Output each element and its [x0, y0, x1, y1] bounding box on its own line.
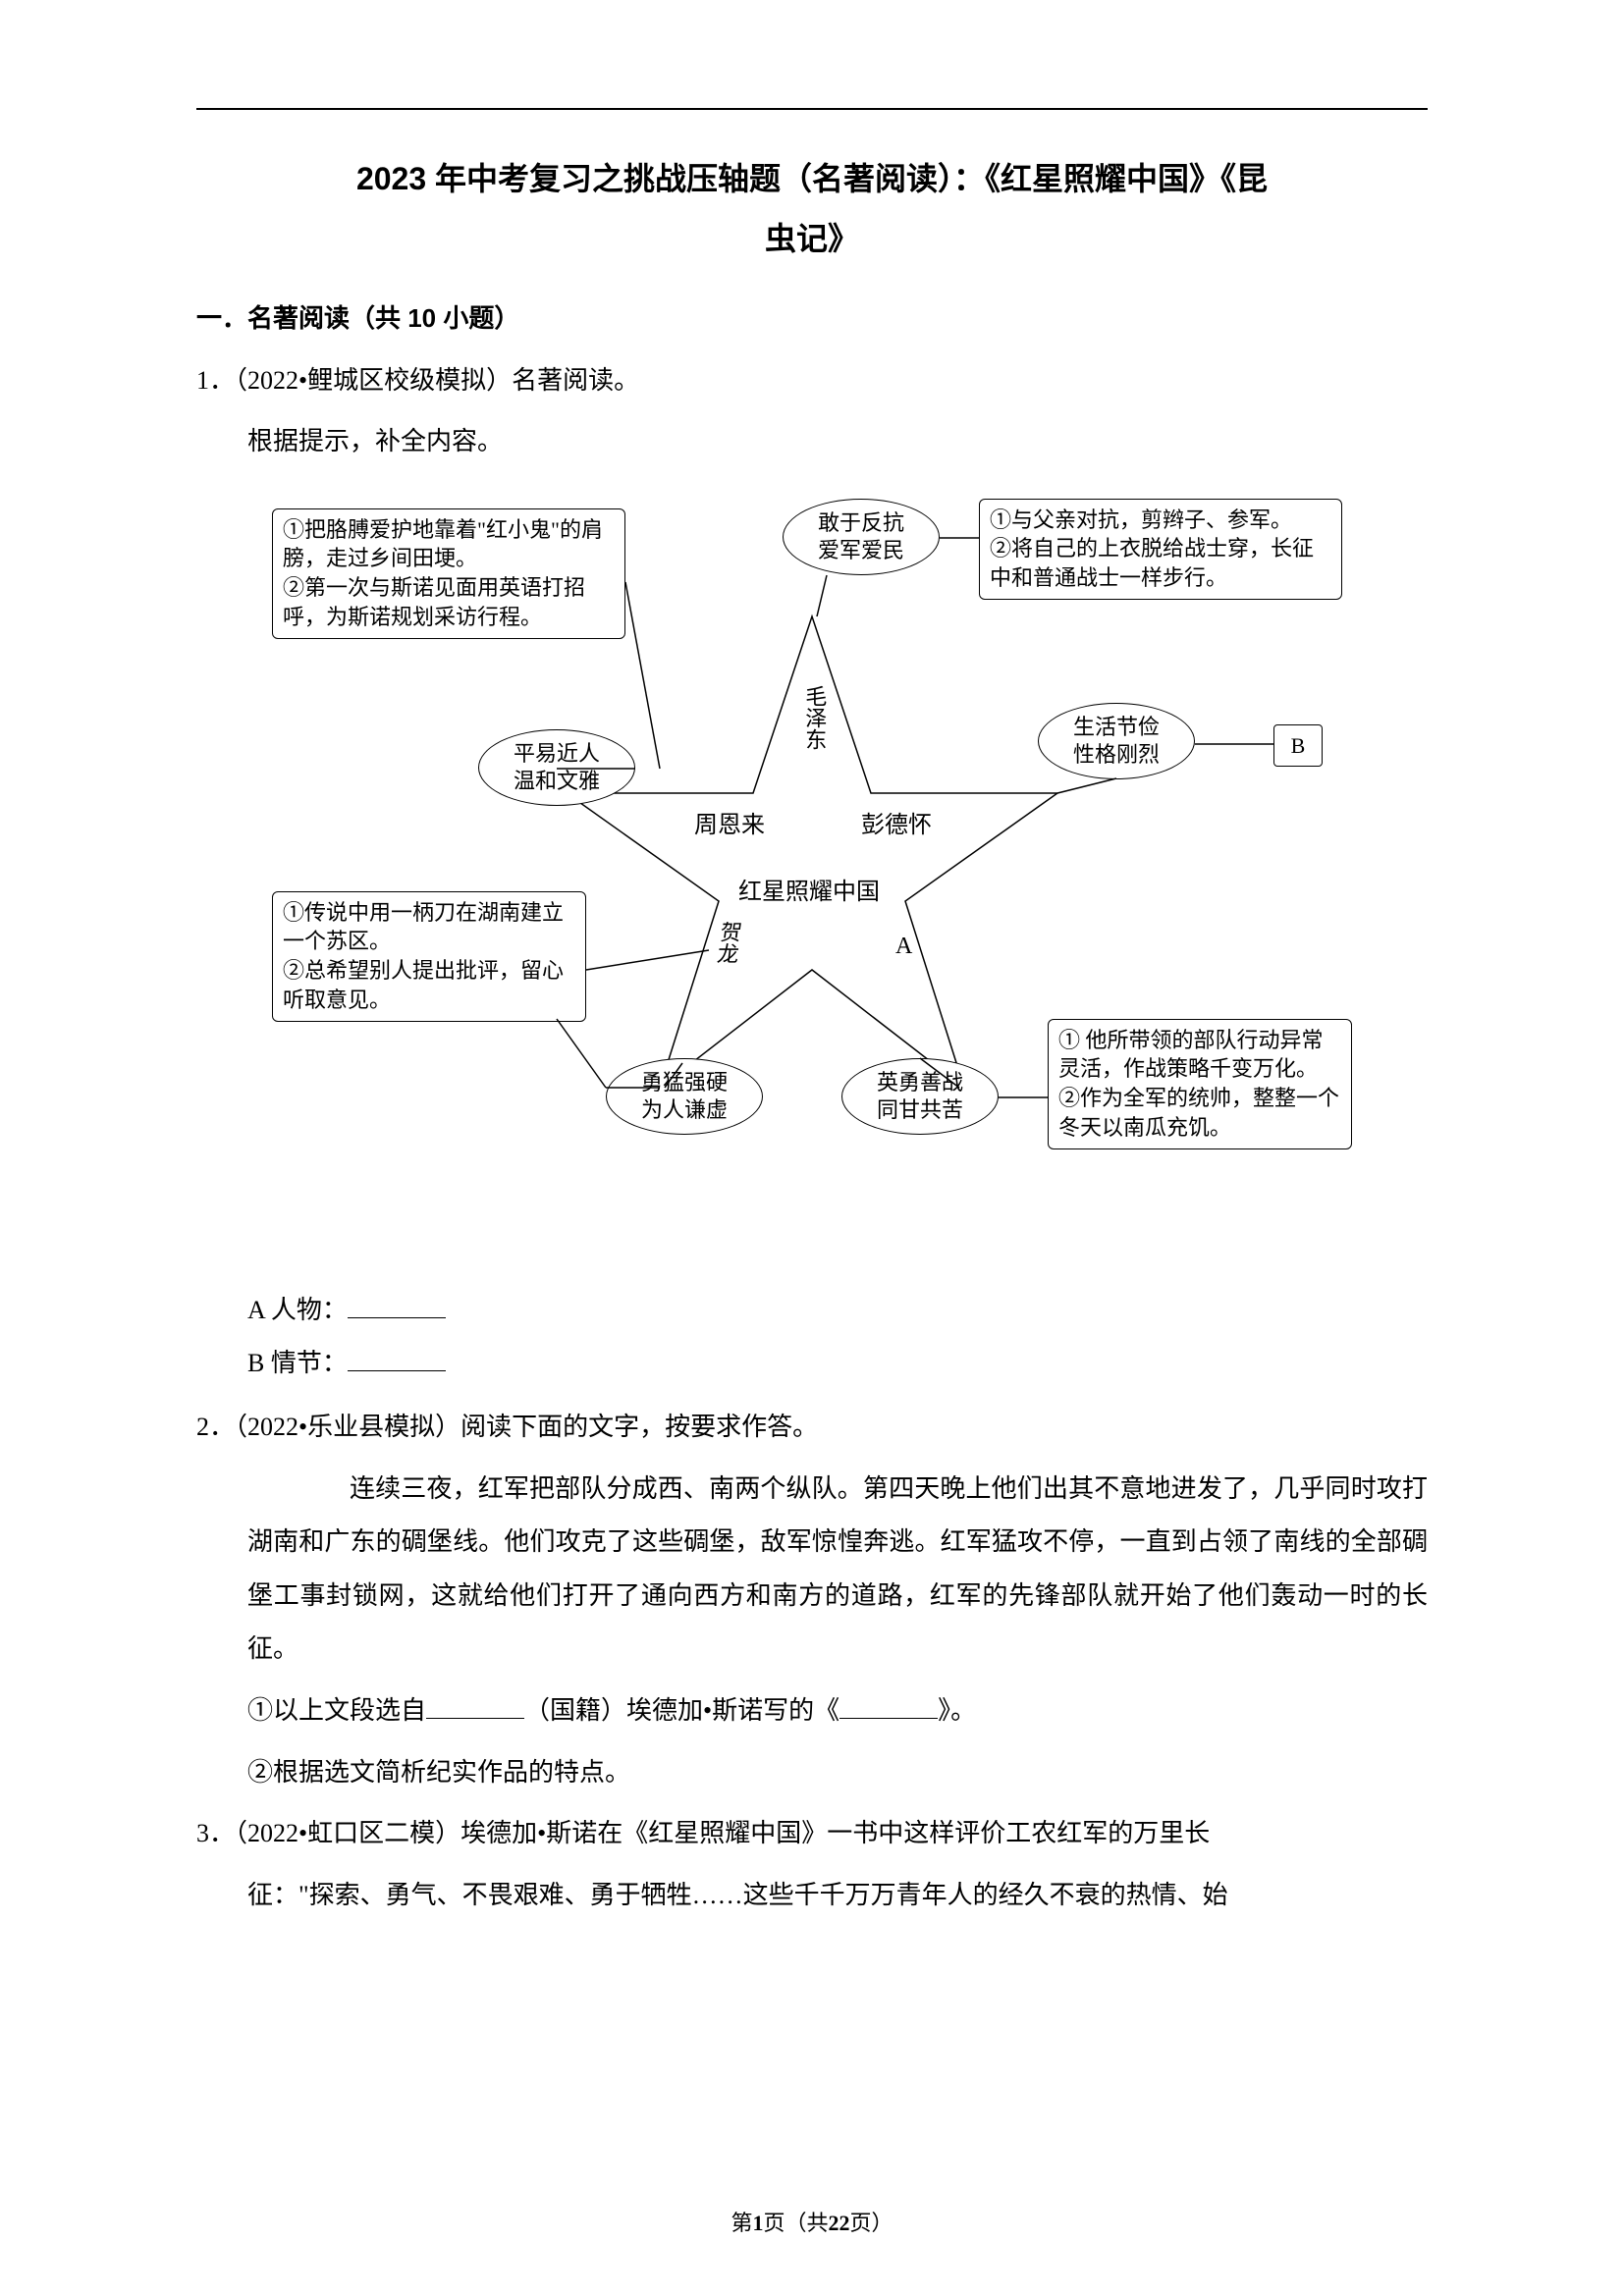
q3-prefix: 3．（2022•虹口区二模）埃德加•斯诺在《红星照耀中国》一书中这样评价工农红军…: [196, 1807, 1428, 1861]
page-footer: 第1页（共22页）: [0, 2206, 1624, 2237]
footer-b: 页（共: [763, 2211, 828, 2235]
q2-passage: 连续三夜，红军把部队分成西、南两个纵队。第四天晚上他们出其不意地进发了，几乎同时…: [196, 1463, 1428, 1677]
q2-sub1-a: ①以上文段选自: [247, 1684, 426, 1738]
footer-c: 页）: [850, 2211, 893, 2235]
q1-answer-b-label: B 情节：: [247, 1349, 348, 1377]
section-heading: 一．名著阅读（共 10 小题）: [196, 298, 1428, 335]
top-divider: [196, 108, 1428, 110]
blank-line: [839, 1693, 938, 1719]
q1-answer-a-label: A 人物：: [247, 1296, 348, 1324]
title-line-2: 虫记》: [765, 221, 859, 256]
q2-sub1-c: 》。: [938, 1696, 976, 1725]
mind-map-diagram: 红星照耀中国 毛泽东 周恩来 彭德怀 贺龙 A B ①把胳膊爱护地靠着"红小鬼"…: [272, 489, 1352, 1255]
blank-line: [348, 1293, 446, 1318]
q1-sub: 根据提示，补全内容。: [196, 415, 1428, 469]
footer-current: 1: [752, 2211, 763, 2235]
q2-sub1: ①以上文段选自 （国籍）埃德加•斯诺写的《 》。: [196, 1684, 1428, 1738]
page-title: 2023 年中考复习之挑战压轴题（名著阅读）：《红星照耀中国》《昆 虫记》: [196, 149, 1428, 269]
q2-prefix: 2．（2022•乐业县模拟）阅读下面的文字，按要求作答。: [196, 1401, 1428, 1455]
blank-line: [348, 1346, 446, 1371]
footer-a: 第: [731, 2211, 752, 2235]
q3-line2: 征："探索、勇气、不畏艰难、勇于牺牲……这些千千万万青年人的经久不衰的热情、始: [196, 1869, 1428, 1923]
q1-answer-b: B 情节：: [196, 1337, 1428, 1391]
title-line-1: 2023 年中考复习之挑战压轴题（名著阅读）：《红星照耀中国》《昆: [356, 161, 1268, 196]
connector-lines: [272, 489, 1352, 1255]
footer-total: 22: [829, 2211, 850, 2235]
q2-sub2: ②根据选文简析纪实作品的特点。: [196, 1746, 1428, 1800]
q1-prefix: 1．（2022•鲤城区校级模拟）名著阅读。: [196, 354, 1428, 408]
blank-line: [426, 1693, 524, 1719]
q2-sub1-b: （国籍）埃德加•斯诺写的《: [524, 1696, 839, 1725]
q1-answer-a: A 人物：: [196, 1284, 1428, 1338]
